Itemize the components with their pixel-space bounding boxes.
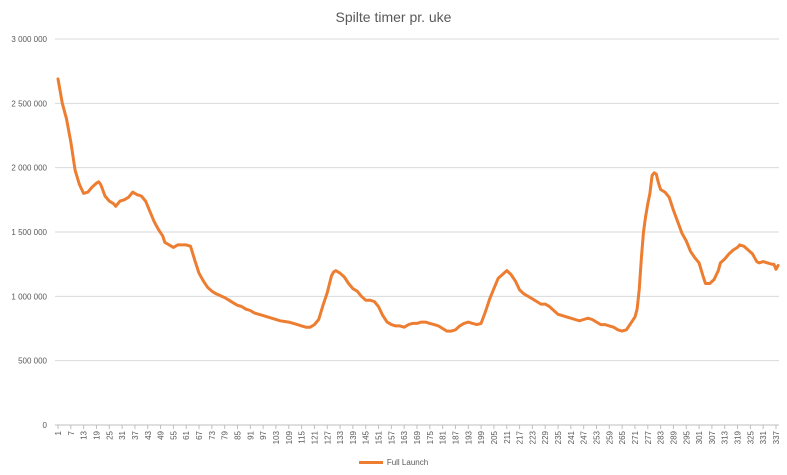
x-tick-label: 31 xyxy=(118,430,127,439)
x-tick-label: 283 xyxy=(657,430,666,444)
x-tick-label: 199 xyxy=(477,430,486,444)
x-tick-label: 127 xyxy=(323,430,332,444)
y-tick-label: 2 500 000 xyxy=(11,99,47,108)
x-tick-label: 295 xyxy=(682,430,691,444)
x-tick-label: 247 xyxy=(580,430,589,444)
x-tick-label: 97 xyxy=(259,430,268,439)
y-tick-label: 2 000 000 xyxy=(11,164,47,173)
x-tick-label: 205 xyxy=(490,430,499,444)
x-tick-label: 7 xyxy=(67,430,76,435)
x-tick-label: 73 xyxy=(208,430,217,439)
x-tick-label: 109 xyxy=(285,430,294,444)
x-tick-label: 241 xyxy=(567,430,576,444)
x-tick-label: 289 xyxy=(669,430,678,444)
x-tick-label: 319 xyxy=(734,430,743,444)
legend-swatch xyxy=(358,461,383,465)
x-tick-label: 235 xyxy=(554,430,563,444)
x-tick-label: 67 xyxy=(195,430,204,439)
x-tick-label: 301 xyxy=(695,430,704,444)
series-line-full-launch xyxy=(56,77,780,333)
x-tick-label: 139 xyxy=(349,430,358,444)
x-tick-label: 1 xyxy=(54,430,63,435)
x-tick-label: 37 xyxy=(131,430,140,439)
x-tick-label: 265 xyxy=(618,430,627,444)
x-tick-label: 133 xyxy=(336,430,345,444)
x-tick-label: 85 xyxy=(234,430,243,439)
x-tick-label: 79 xyxy=(221,430,230,439)
x-tick-label: 151 xyxy=(375,430,384,444)
y-tick-label: 1 500 000 xyxy=(11,228,47,237)
x-tick-label: 325 xyxy=(746,430,755,444)
x-tick-label: 253 xyxy=(593,430,602,444)
x-tick-label: 211 xyxy=(503,430,512,443)
x-tick-label: 61 xyxy=(182,430,191,439)
x-tick-label: 55 xyxy=(169,430,178,439)
x-tick-label: 223 xyxy=(528,430,537,444)
x-tick-label: 193 xyxy=(464,430,473,444)
x-tick-label: 175 xyxy=(426,430,435,444)
x-tick-label: 313 xyxy=(721,430,730,444)
x-tick-label: 181 xyxy=(439,430,448,444)
x-tick-label: 91 xyxy=(246,430,255,439)
x-tick-label: 103 xyxy=(272,430,281,444)
y-tick-label: 0 xyxy=(43,421,48,430)
x-tick-label: 115 xyxy=(298,430,307,443)
x-tick-label: 13 xyxy=(80,430,89,439)
y-tick-label: 3 000 000 xyxy=(11,35,47,44)
x-tick-label: 169 xyxy=(413,430,422,444)
x-tick-label: 331 xyxy=(759,430,768,444)
x-tick-label: 307 xyxy=(708,430,717,444)
x-tick-label: 163 xyxy=(400,430,409,444)
x-tick-label: 121 xyxy=(310,430,319,444)
x-tick-label: 277 xyxy=(644,430,653,444)
x-tick-label: 217 xyxy=(516,430,525,444)
x-tick-label: 145 xyxy=(362,430,371,444)
legend: Full Launch xyxy=(0,458,787,467)
x-tick-label: 229 xyxy=(541,430,550,444)
x-tick-label: 259 xyxy=(605,430,614,444)
x-tick-label: 43 xyxy=(144,430,153,439)
legend-label: Full Launch xyxy=(386,458,429,467)
x-tick-label: 271 xyxy=(631,430,640,444)
y-tick-label: 500 000 xyxy=(18,357,47,366)
x-tick-label: 49 xyxy=(157,430,166,439)
chart-title: Spilte timer pr. uke xyxy=(335,9,452,25)
x-tick-label: 157 xyxy=(387,430,396,444)
x-tick-label: 19 xyxy=(92,430,101,439)
x-tick-label: 25 xyxy=(105,430,114,439)
x-tick-label: 337 xyxy=(772,430,781,444)
x-tick-label: 187 xyxy=(451,430,460,444)
y-tick-label: 1 000 000 xyxy=(11,292,47,301)
